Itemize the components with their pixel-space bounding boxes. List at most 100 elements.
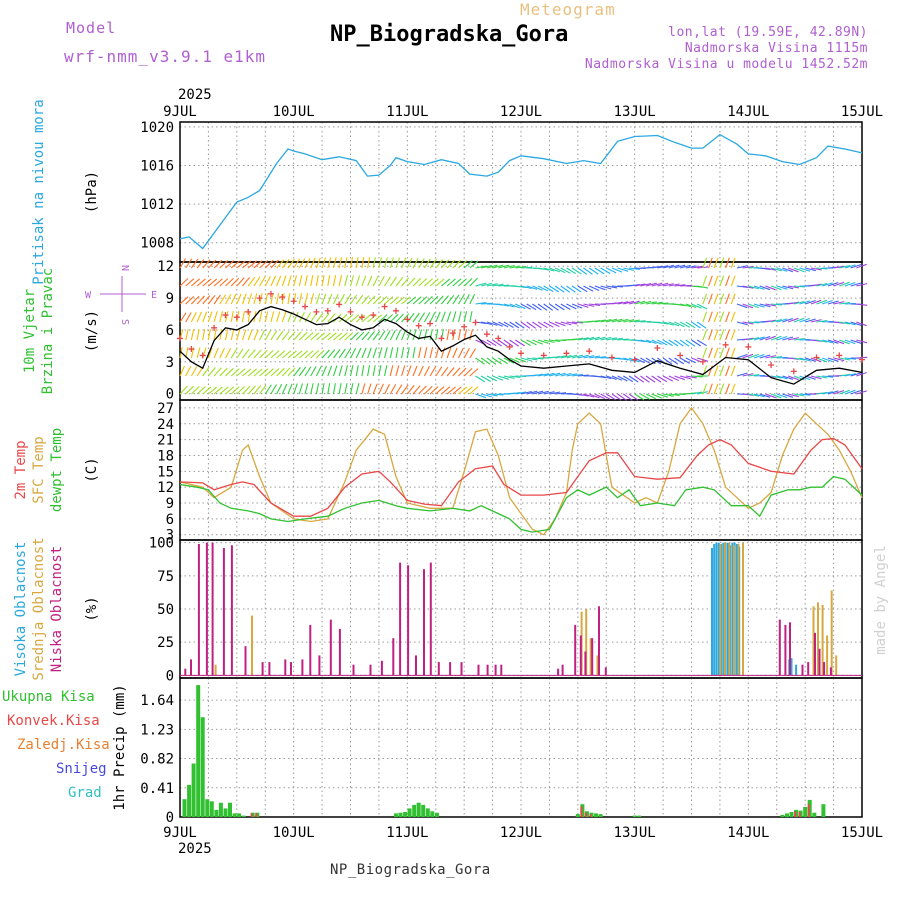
wind-arrow: [560, 354, 572, 359]
precip-legend-label: Zaledj.Kisa: [17, 737, 110, 753]
wind-arrow: [742, 303, 754, 309]
wind-arrow: [202, 329, 206, 341]
wind-arrow: [793, 393, 805, 397]
wind-arrow: [651, 339, 663, 345]
wind-arrow: [190, 329, 195, 341]
wind-arrow: [191, 278, 201, 287]
wind-arrow: [679, 357, 690, 364]
wind-arrow: [457, 311, 462, 323]
wind-gust-marker: [654, 344, 661, 351]
wind-arrow: [315, 257, 321, 269]
wind-arrow: [537, 339, 549, 344]
wind-arrow: [702, 275, 708, 287]
wind-arrow: [327, 313, 336, 323]
wind-arrow: [435, 278, 445, 287]
wind-arrow: [679, 339, 690, 347]
wind-arrow: [389, 276, 398, 287]
wind-arrow: [748, 321, 760, 324]
wind-arrow: [674, 339, 684, 347]
cloud-bar: [742, 542, 744, 676]
wind-arrow: [702, 383, 708, 395]
wind-arrow: [338, 383, 342, 395]
wind-arrow: [816, 375, 828, 379]
wind-arrow: [213, 386, 223, 395]
wind-arrow: [816, 267, 828, 270]
wind-arrow: [640, 282, 652, 287]
wind-arrow: [560, 285, 571, 293]
wind-arrow: [486, 393, 498, 397]
wind-arrow: [338, 275, 343, 287]
wind-arrow: [657, 321, 669, 325]
cloud-bar: [557, 668, 560, 676]
wind-arrow: [492, 283, 504, 287]
y-tick-label: 12: [157, 259, 174, 275]
wind-arrow: [668, 375, 680, 382]
wind-arrow: [287, 275, 292, 287]
wind-arrow: [765, 393, 776, 399]
cloud-bar: [801, 664, 804, 676]
cloud-bar: [731, 542, 734, 676]
compass-south: S: [119, 319, 130, 325]
wind-arrow: [287, 293, 291, 305]
wind-arrow: [606, 337, 618, 341]
wind-arrow: [486, 357, 497, 365]
wind-arrow: [463, 294, 470, 305]
precip-bar: [434, 812, 439, 817]
wind-arrow: [367, 295, 376, 305]
wind-arrow: [349, 257, 354, 269]
cloud-bar: [589, 638, 592, 676]
wind-arrow: [389, 347, 394, 359]
y-tick-label: 75: [157, 569, 174, 585]
wind-gust-marker: [813, 354, 820, 361]
wind-arrow: [475, 282, 487, 287]
elevation-label: Nadmorska Visina 1115m: [684, 41, 868, 56]
wind-arrow: [435, 311, 441, 323]
wind-arrow: [532, 373, 544, 377]
cloud-bar: [301, 659, 304, 676]
wind-arrow: [532, 285, 543, 291]
wind-arrow: [526, 303, 537, 311]
wind-arrow: [435, 259, 444, 269]
wind-arrow: [503, 264, 515, 269]
wind-arrow: [350, 348, 357, 359]
wind-arrow: [242, 368, 252, 377]
wind-arrow: [696, 321, 707, 329]
wind-arrow: [549, 285, 559, 293]
wind-arrow: [492, 393, 504, 396]
wind-arrow: [759, 354, 771, 359]
wind-arrow: [810, 267, 822, 271]
wind-arrow: [492, 321, 503, 327]
wind-arrow: [799, 357, 811, 362]
wind-arrow: [315, 275, 319, 287]
wind-gust-marker: [381, 303, 388, 310]
wind-arrow: [770, 375, 783, 379]
wind-arrow: [498, 284, 510, 287]
wind-arrow: [742, 337, 754, 341]
wind-arrow: [776, 285, 788, 290]
wind-arrow: [509, 303, 521, 309]
wind-arrow: [179, 258, 186, 269]
wind-arrow: [469, 329, 474, 341]
wind-arrow: [247, 349, 256, 359]
wind-arrow: [662, 283, 674, 287]
precip-bar: [794, 811, 797, 817]
wind-arrow: [713, 311, 719, 323]
cloud-bar: [230, 545, 233, 676]
wind-arrow: [207, 347, 213, 359]
wind-arrow: [839, 389, 850, 395]
wind-arrow: [225, 348, 232, 359]
wind-arrow: [298, 293, 303, 305]
wind-arrow: [207, 367, 216, 377]
wind-arrow: [657, 393, 669, 398]
wind-gust-marker: [563, 350, 570, 357]
wind-arrow: [799, 338, 811, 341]
wind-arrow: [583, 303, 595, 307]
wind-arrow: [361, 275, 367, 287]
precip-bar: [218, 802, 223, 817]
precip-bar: [780, 814, 785, 817]
wind-arrow: [611, 337, 623, 341]
wind-arrow: [776, 267, 788, 272]
wind-gust-marker: [177, 335, 183, 342]
wind-arrow: [327, 293, 333, 305]
wind-arrow: [606, 267, 617, 274]
